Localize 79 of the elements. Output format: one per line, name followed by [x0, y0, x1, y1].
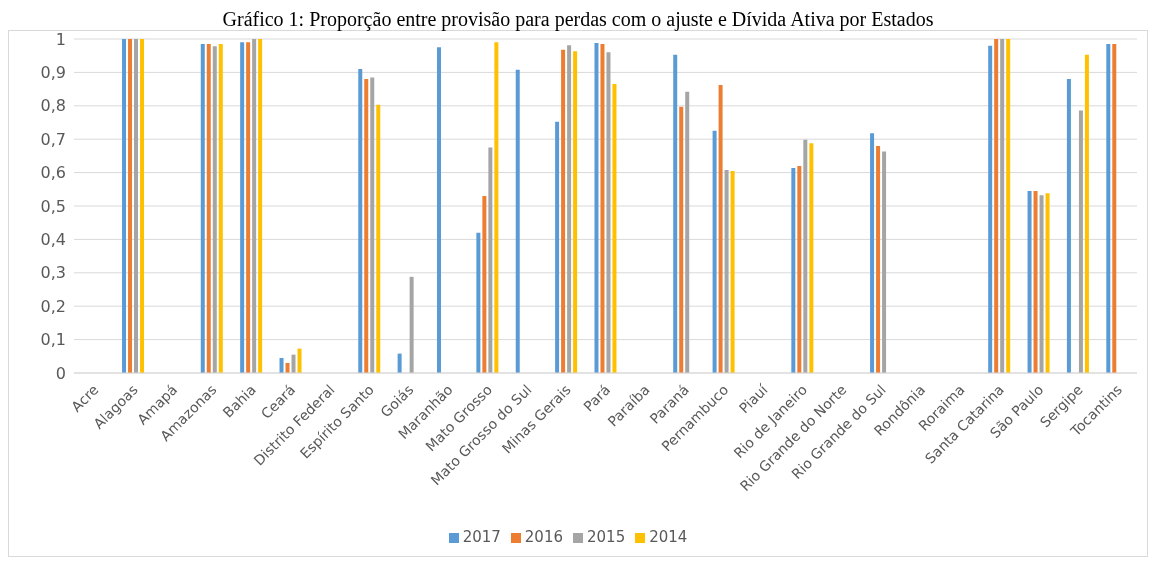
y-tick-label: 0,6: [40, 163, 66, 183]
bar: [488, 147, 493, 373]
y-tick-label: 0,7: [40, 129, 66, 149]
bar: [1027, 190, 1032, 373]
bar: [606, 52, 611, 373]
y-tick-label: 0: [55, 363, 66, 383]
bar: [1039, 195, 1044, 373]
bar: [1045, 193, 1050, 373]
legend-label: 2017: [462, 528, 501, 546]
bar: [436, 47, 441, 373]
bar: [212, 46, 217, 373]
bar: [252, 39, 257, 373]
bar: [1066, 79, 1071, 373]
legend-label: 2016: [524, 528, 563, 546]
bar: [594, 43, 599, 373]
legend-label: 2014: [649, 528, 688, 546]
bar: [218, 44, 223, 373]
bar: [285, 362, 290, 373]
bar: [482, 195, 487, 373]
bar: [206, 44, 211, 373]
bar: [673, 54, 678, 373]
bar: [1000, 39, 1005, 373]
bar: [561, 49, 566, 373]
bar: [515, 69, 520, 373]
bar: [555, 121, 560, 373]
bar: [797, 165, 802, 373]
bar: [809, 143, 814, 373]
bar: [1078, 110, 1083, 373]
bar: [791, 167, 796, 373]
bar: [122, 39, 127, 373]
bar: [358, 69, 363, 373]
bar: [803, 139, 808, 373]
bar: [376, 104, 381, 373]
bar: [258, 39, 263, 373]
bar: [988, 45, 993, 373]
y-tick-label: 0,8: [40, 96, 66, 116]
bar: [1006, 39, 1011, 373]
bar: [364, 79, 369, 373]
bar: [246, 42, 251, 373]
bar: [994, 39, 999, 373]
bar: [724, 169, 729, 373]
bar: [1084, 54, 1089, 373]
y-tick-label: 0,9: [40, 63, 66, 83]
bar: [730, 170, 735, 373]
bar: [279, 357, 284, 373]
y-tick-label: 0,2: [40, 296, 66, 316]
bar: [476, 232, 481, 373]
y-tick-label: 1: [55, 29, 66, 49]
bar: [1106, 44, 1111, 373]
y-tick-label: 0,3: [40, 263, 66, 283]
bar: [573, 51, 578, 373]
bar: [882, 151, 887, 373]
bar: [370, 77, 375, 373]
bar: [409, 276, 414, 373]
bar: [1033, 190, 1038, 373]
bar: [1112, 44, 1117, 373]
bar: [397, 353, 402, 373]
bar: [685, 91, 690, 373]
bar: [494, 42, 499, 373]
bar: [718, 85, 723, 373]
bar: [140, 39, 145, 373]
y-tick-label: 0,4: [40, 230, 66, 250]
bar: [134, 39, 139, 373]
bar: [200, 44, 205, 373]
bar: [679, 106, 684, 373]
bar: [876, 145, 881, 373]
legend-label: 2015: [587, 528, 626, 546]
bar: [128, 39, 133, 373]
y-tick-label: 0,1: [40, 330, 66, 350]
chart-title: Gráfico 1: Proporção entre provisão para perdas com o ajuste e Dívida Ativa por Estados: [221, 8, 935, 30]
bar: [600, 44, 605, 373]
bar: [567, 45, 572, 373]
bar: [712, 130, 717, 373]
bar: [297, 348, 302, 373]
bar: [612, 84, 617, 373]
bar: [870, 133, 875, 373]
y-tick-label: 0,5: [40, 196, 66, 216]
bar: [291, 354, 296, 373]
bar: [240, 42, 245, 373]
